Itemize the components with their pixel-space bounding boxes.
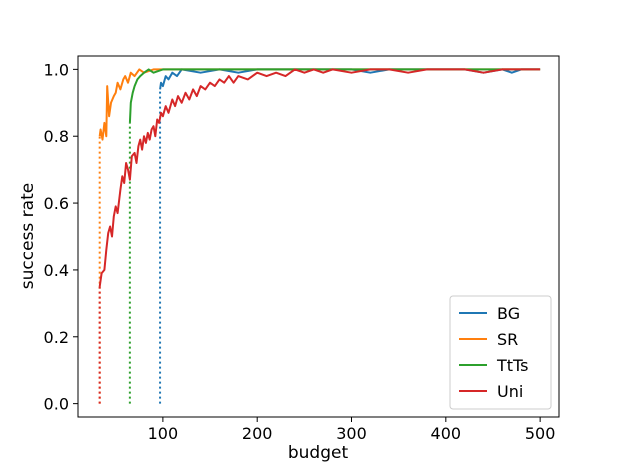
y-tick-label: 0.6 [44,194,69,213]
series-ttts-line [128,68,541,123]
x-tick-label: 200 [242,424,273,443]
x-tick-label: 500 [525,424,556,443]
y-tick-label: 0.0 [44,395,69,414]
y-axis-ticks: 0.0 0.2 0.4 0.6 0.8 1.0 [44,60,78,414]
series-layer [98,68,541,404]
legend: BG SR TtTs Uni [449,295,552,410]
y-tick-label: 0.2 [44,328,69,347]
y-tick-label: 0.8 [44,127,69,146]
y-axis-label: success rate [18,183,38,289]
legend-label-sr: SR [497,330,518,349]
x-tick-label: 300 [336,424,367,443]
legend-label-bg: BG [497,304,520,323]
y-tick-label: 0.4 [44,261,69,280]
x-tick-label: 100 [148,424,179,443]
series-uni-line [98,68,541,287]
x-tick-label: 400 [431,424,462,443]
legend-label-ttts: TtTs [496,356,529,375]
x-axis-ticks: 100 200 300 400 500 [148,417,556,443]
x-axis-label: budget [288,443,349,463]
plot-frame [77,55,560,418]
legend-label-uni: Uni [497,382,523,401]
legend-box [449,295,552,410]
y-tick-label: 1.0 [44,60,69,79]
